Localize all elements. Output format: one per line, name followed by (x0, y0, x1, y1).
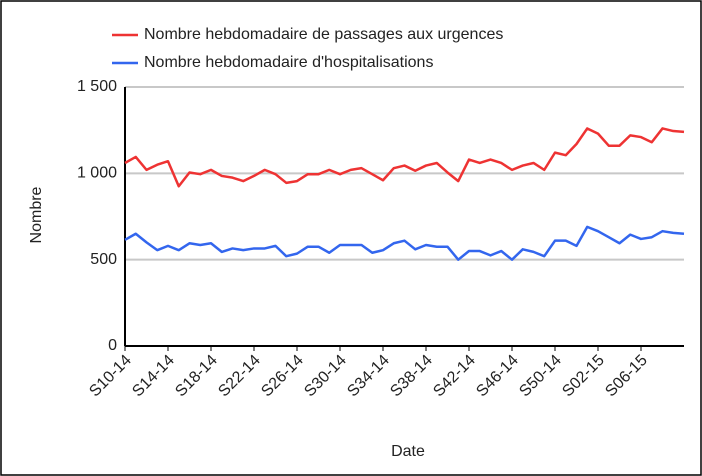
series-line (124, 127, 685, 188)
y-tick-label: 1 500 (77, 78, 117, 95)
y-axis-label: Nombre (28, 186, 45, 243)
y-tick-label: 500 (90, 251, 117, 268)
y-tick-label: 1 000 (77, 165, 117, 182)
legend-label: Nombre hebdomadaire de passages aux urge… (144, 26, 503, 43)
x-axis-label: Date (391, 443, 425, 460)
y-tick-label: 0 (108, 337, 117, 354)
series-line (124, 225, 685, 261)
legend-label: Nombre hebdomadaire d'hospitalisations (144, 54, 433, 71)
